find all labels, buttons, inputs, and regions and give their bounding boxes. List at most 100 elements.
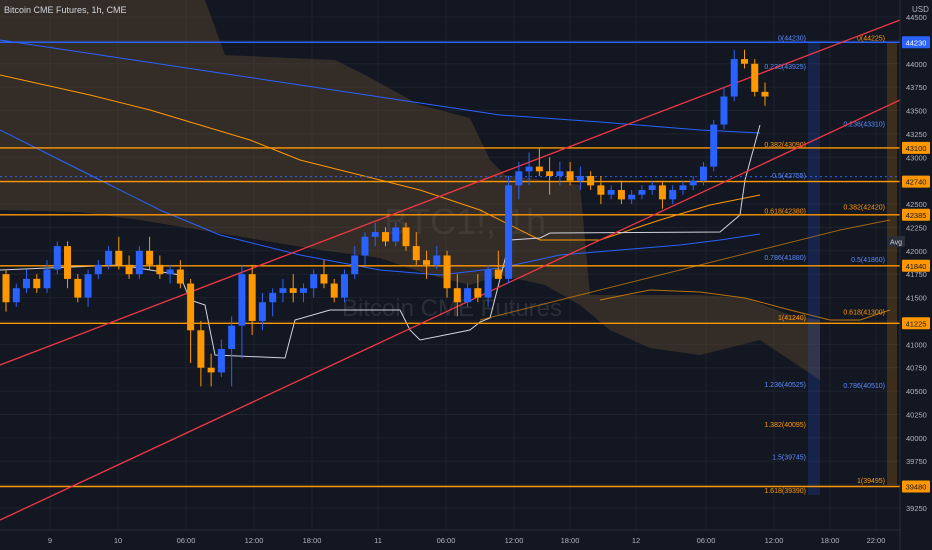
price-tick: 43750 — [906, 83, 927, 92]
candle-body — [740, 59, 748, 64]
candle-body — [12, 288, 20, 303]
candle-body — [74, 278, 82, 298]
candle-body — [361, 236, 369, 256]
fib-label-right: 0.382(42420) — [843, 205, 885, 212]
price-axis[interactable]: 4450044250440004375043500432504300042750… — [899, 0, 927, 550]
fib-label: 1.236(40525) — [764, 382, 806, 389]
candle-body — [330, 283, 338, 298]
candle-body — [617, 190, 625, 200]
currency-label[interactable]: USD — [912, 5, 929, 14]
candle-body — [340, 274, 348, 298]
price-tick: 40000 — [906, 434, 927, 443]
ma-orange-low — [479, 219, 891, 321]
candle-body — [669, 190, 677, 200]
ma-blue-low — [0, 129, 761, 276]
fib-label-right: 0.5(41860) — [851, 257, 885, 264]
candle-body — [535, 166, 543, 172]
candle-body — [33, 278, 41, 289]
ma-orange — [0, 74, 761, 241]
fib-label: 1.5(39745) — [772, 455, 806, 462]
candle-body — [279, 288, 287, 293]
price-tick: 41750 — [906, 270, 927, 279]
fibonacci-levels[interactable]: 0(44230) 0.236(43925) 0.382(43090) 0.5(4275… — [0, 35, 900, 495]
candle-body — [135, 250, 143, 275]
candle-body — [156, 264, 164, 275]
candle-body — [761, 91, 769, 97]
price-tag-label: 41840 — [906, 262, 927, 271]
fib-label: 0.382(43090) — [764, 142, 806, 149]
price-tick: 39250 — [906, 504, 927, 513]
time-tick: 18:00 — [821, 536, 840, 545]
candle-body — [105, 250, 113, 265]
candle-body — [751, 63, 759, 92]
fib-label: 0.236(43925) — [764, 64, 806, 71]
fib-label: 0(44230) — [778, 35, 806, 42]
candle-body — [576, 175, 584, 181]
avg-tag-label: Avg — [890, 240, 902, 247]
price-tick: 41000 — [906, 340, 927, 349]
candle-body — [474, 288, 482, 298]
candle-body — [710, 124, 718, 167]
candle-body — [248, 274, 256, 321]
fib-zone-left — [808, 42, 820, 495]
candle-body — [2, 274, 10, 303]
candlesticks — [2, 49, 769, 387]
price-tag-bg — [902, 36, 930, 49]
cloud-area — [0, 0, 820, 380]
time-tick: 06:00 — [437, 536, 456, 545]
fib-label-right: 0.786(40510) — [843, 383, 885, 390]
candle-body — [597, 185, 605, 195]
price-tick: 44500 — [906, 13, 927, 22]
price-tick: 42000 — [906, 247, 927, 256]
candle-body — [453, 288, 461, 303]
price-tick: 43000 — [906, 153, 927, 162]
price-tag-label: 42740 — [906, 178, 927, 187]
price-tag-bg — [902, 480, 930, 493]
price-tag-bg — [902, 208, 930, 221]
price-tick: 39750 — [906, 457, 927, 466]
candle-body — [269, 292, 277, 303]
price-tag-label: 41225 — [906, 319, 927, 328]
price-tick: 41500 — [906, 294, 927, 303]
time-axis[interactable]: 9 10 06:00 12:00 18:00 11 06:00 12:00 18:00 12 06:… — [0, 529, 900, 545]
candle-body — [320, 274, 328, 284]
fib-label-right: 1(39495) — [857, 478, 885, 485]
price-tick: 40250 — [906, 410, 927, 419]
price-tag-bg — [902, 317, 930, 330]
candle-body — [84, 274, 92, 298]
candle-body — [94, 264, 102, 275]
candle-body — [679, 185, 687, 191]
ichimoku-cloud — [0, 0, 820, 380]
trend-channel[interactable] — [0, 19, 901, 521]
price-tags: 44230 43100 42740 42385 41840 41225 39480 Avg — [887, 36, 930, 493]
candle-body — [310, 274, 318, 289]
candle-body — [546, 171, 554, 176]
price-tag-bg — [902, 141, 930, 154]
time-tick: 12:00 — [765, 536, 784, 545]
candle-body — [197, 330, 205, 368]
candle-body — [176, 269, 184, 284]
fib-label: 1.382(40095) — [764, 422, 806, 429]
candle-body — [443, 255, 451, 289]
fib-zone-right — [887, 42, 897, 486]
candle-body — [494, 269, 502, 279]
candle-body — [525, 166, 533, 172]
candle-body — [699, 166, 707, 181]
price-tag-label: 39480 — [906, 482, 927, 491]
candle-body — [289, 288, 297, 293]
symbol-title[interactable]: Bitcoin CME Futures, 1h, CME — [4, 5, 127, 15]
avg-tag-bg — [887, 236, 905, 247]
price-tag-bg — [902, 175, 930, 188]
candle-body — [689, 180, 697, 186]
price-tick: 42500 — [906, 200, 927, 209]
candle-body — [371, 232, 379, 237]
candle-body — [146, 250, 154, 265]
time-tick: 10 — [114, 536, 122, 545]
price-tag-bg — [902, 259, 930, 272]
candle-body — [53, 246, 61, 270]
time-tick: 9 — [48, 536, 52, 545]
candle-body — [351, 255, 359, 275]
candle-body — [115, 250, 123, 265]
candle-body — [464, 288, 472, 303]
